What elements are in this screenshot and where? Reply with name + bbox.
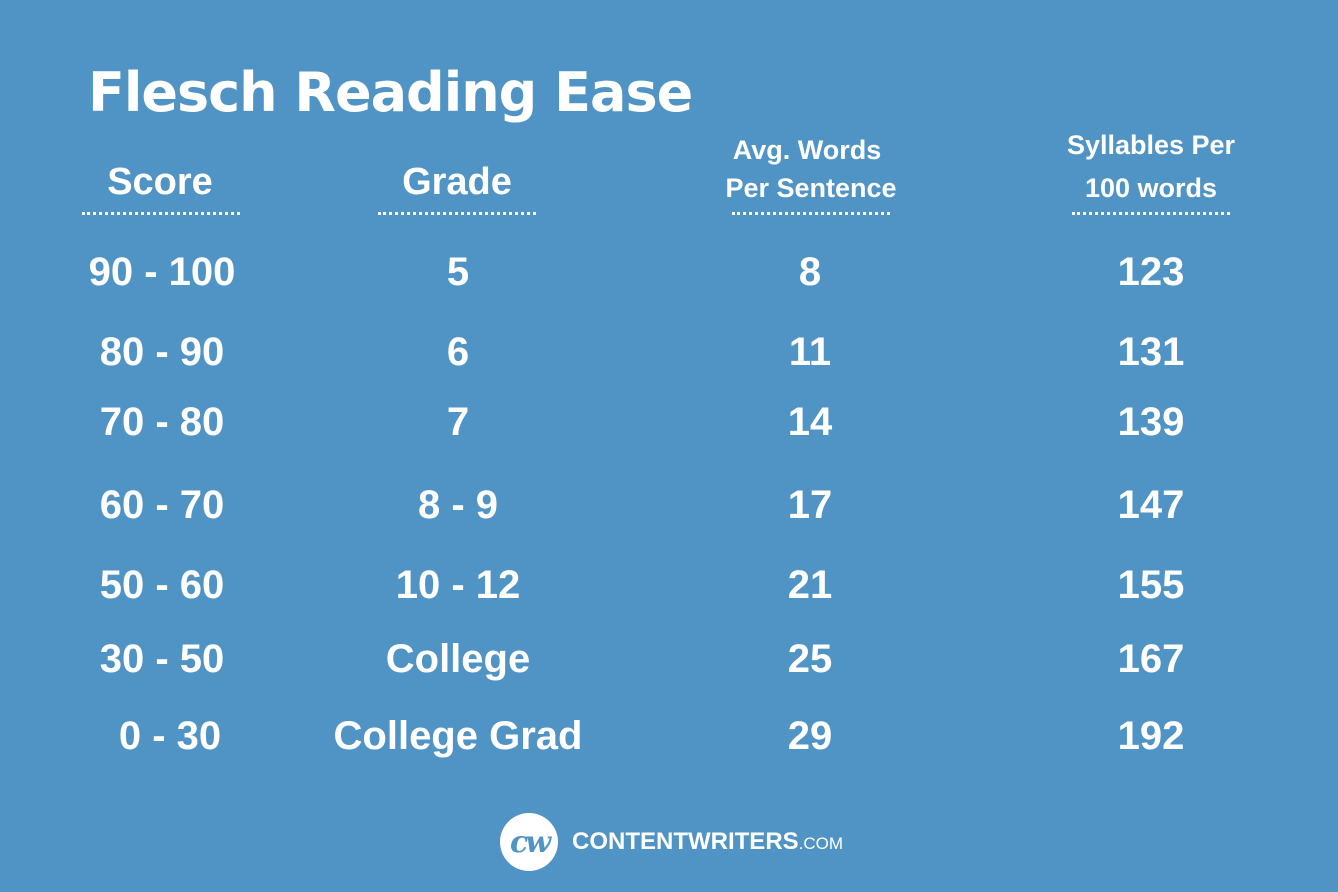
cell-score: 0 - 30: [118, 714, 222, 758]
cell-score: 30 - 50: [99, 637, 225, 681]
brand-name: CONTENTWRITERS.COM: [572, 828, 843, 856]
cell-words: 21: [787, 563, 833, 607]
header-words-line2: Per Sentence: [725, 173, 897, 203]
header-syllables-line2: 100 words: [1084, 173, 1218, 203]
cell-grade: College: [385, 637, 531, 681]
cell-words: 8: [798, 250, 822, 294]
cell-score: 50 - 60: [99, 563, 225, 607]
footer-logo: cw CONTENTWRITERS.COM: [500, 813, 843, 871]
cell-words: 11: [788, 330, 832, 374]
cell-syllables: 123: [1117, 250, 1185, 294]
header-syllables-line1: Syllables Per: [1066, 130, 1236, 160]
cell-words: 17: [787, 483, 833, 527]
page-title: Flesch Reading Ease: [88, 61, 693, 124]
cell-score: 70 - 80: [99, 400, 225, 444]
header-words-line1: Avg. Words: [732, 135, 882, 165]
cell-score: 60 - 70: [99, 483, 225, 527]
cell-syllables: 139: [1117, 400, 1185, 444]
cell-syllables: 167: [1117, 637, 1185, 681]
cell-score: 90 - 100: [88, 250, 236, 294]
cell-grade: 7: [446, 400, 470, 444]
header-score-divider: [82, 212, 240, 215]
cell-syllables: 147: [1117, 483, 1185, 527]
header-grade: Grade: [402, 161, 512, 203]
cell-grade: 8 - 9: [417, 483, 499, 527]
brand-suffix: .COM: [798, 834, 844, 853]
cell-syllables: 192: [1117, 714, 1185, 758]
header-syllables-divider: [1072, 212, 1230, 215]
cell-score: 80 - 90: [99, 330, 225, 374]
header-score: Score: [107, 161, 213, 203]
cell-syllables: 155: [1117, 563, 1185, 607]
cell-grade: 6: [446, 330, 470, 374]
cell-words: 29: [787, 714, 833, 758]
cell-grade: 10 - 12: [395, 563, 521, 607]
header-grade-divider: [378, 212, 536, 215]
cell-syllables: 131: [1117, 330, 1185, 374]
cell-words: 25: [787, 637, 833, 681]
cell-grade: 5: [446, 250, 470, 294]
cw-logo-icon: cw: [500, 813, 558, 871]
cell-grade: College Grad: [333, 714, 583, 758]
cell-words: 14: [787, 400, 833, 444]
brand-text: CONTENTWRITERS: [572, 828, 799, 855]
header-words-divider: [732, 212, 890, 215]
